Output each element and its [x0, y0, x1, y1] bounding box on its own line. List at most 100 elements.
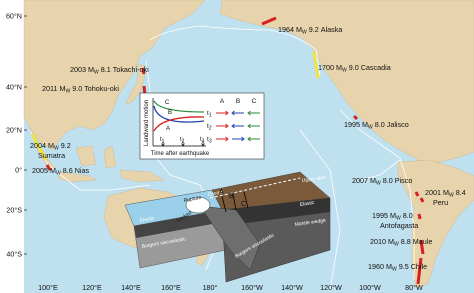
magnitude-symbol: M [48, 141, 54, 150]
earthquake-label: 1995 MW 8.0 Jalisco [344, 120, 409, 131]
motion-arrow [232, 136, 245, 142]
magnitude: 9.0 [349, 63, 359, 72]
magnitude-symbol: M [386, 262, 392, 271]
block-label: B [229, 193, 234, 200]
earthquake-name: Maule [413, 237, 433, 246]
motion-arrow [247, 110, 260, 116]
y-axis-label: Landward motion [144, 100, 150, 146]
earthquake-label: 2001 MW 8.4 [425, 188, 466, 199]
earthquake-name: Cascadia [361, 63, 391, 72]
time-label: t2 [180, 137, 185, 145]
latitude-labels: 60°N 40°N 20°N 0° 20°S 40°S [6, 12, 27, 259]
magnitude-symbol: M [50, 166, 56, 175]
latitude-label: 60°N [6, 12, 22, 21]
inset: Landward motion Time after earthquake C … [139, 92, 265, 160]
magnitude-subscript: W [394, 242, 399, 248]
row-label: t1 [207, 110, 212, 119]
rupture [352, 114, 359, 121]
year: 1995 [344, 120, 360, 129]
year: 1960 [368, 262, 384, 271]
magnitude-subscript: W [302, 30, 307, 36]
magnitude-subscript: W [376, 181, 381, 187]
time-symbol: t [207, 110, 209, 117]
magnitude: 9.2 [309, 25, 319, 34]
magnitude: 8.0 [383, 176, 393, 185]
time-subscript: 2 [209, 126, 212, 132]
slab [199, 205, 261, 271]
magnitude: 8.0 [375, 120, 385, 129]
earthquake-label: 2011 MW 9.0 Tohoku-oki [42, 84, 119, 95]
time-label: t3 [200, 137, 205, 145]
magnitude: 9.0 [72, 84, 82, 93]
time-arrow [201, 141, 205, 147]
rupture [261, 16, 277, 26]
row-label: t2 [207, 123, 212, 132]
year: 2010 [370, 237, 386, 246]
magnitude: 9.5 [399, 262, 409, 271]
upper-elastic [222, 198, 330, 226]
time-arrow [181, 141, 185, 147]
magnitude-symbol: M [388, 237, 394, 246]
longitude-label: 100°E [38, 283, 58, 292]
rupture [141, 67, 146, 75]
dashed-line [209, 177, 301, 199]
longitude-label: 120°W [320, 283, 342, 292]
magnitude-subscript: W [368, 125, 373, 131]
earthquake-label: 2003 MW 8.1 Tokachi-oki [70, 65, 149, 76]
block-label: A [219, 189, 224, 196]
time-symbol: t [207, 123, 209, 130]
block-label: Mantle wedge [294, 218, 326, 228]
magnitude: 9.2 [61, 141, 71, 150]
rupture [416, 257, 423, 285]
magnitude-symbol: M [88, 65, 94, 74]
longitude-label: 160°E [161, 283, 181, 292]
magnitude-symbol: M [362, 120, 368, 129]
year: 1995 [372, 211, 388, 220]
x-axis-label: Time after earthquake [151, 151, 210, 157]
time-symbol: t [160, 137, 162, 143]
latitude-label: 20°S [6, 206, 22, 215]
year: 2007 [352, 176, 368, 185]
longitude-label: 140°E [121, 283, 141, 292]
earthquake-label: 2004 MW 9.2 [30, 141, 71, 152]
latitude-label: 20°N [6, 126, 22, 135]
block-label: Rupture [183, 195, 202, 204]
earthquake-label: 2010 MW 8.8 Maule [370, 237, 432, 248]
earthquake-name: Pisco [395, 176, 413, 185]
magnitude-subscript: W [54, 146, 59, 152]
earthquake-name: Peru [433, 198, 448, 207]
rupture [417, 213, 422, 220]
year: 2011 [42, 84, 57, 93]
earthquake-name: Alaska [321, 25, 343, 34]
rupture [45, 164, 52, 171]
time-label: t1 [160, 137, 165, 145]
magnitude-subscript: W [342, 68, 347, 74]
block-label: Elastic [139, 215, 155, 224]
magnitude-subscript: W [56, 171, 61, 177]
rupture [312, 51, 320, 79]
curve-label: A [166, 126, 170, 132]
motion-arrow [216, 110, 229, 116]
curve [153, 100, 205, 113]
longitude-labels: 100°E 120°E 140°E 160°E 180° 160°W 140°W 120°W 1… [38, 283, 423, 292]
motion-arrow [231, 123, 244, 129]
time-subscript: 3 [209, 139, 212, 145]
block-diagram [124, 171, 331, 283]
longitude-label: 180° [203, 283, 218, 292]
rupture [414, 191, 420, 197]
magnitude-subscript: W [94, 70, 99, 76]
earthquake-name: Antofagasta [380, 221, 418, 230]
magnitude-symbol: M [296, 25, 302, 34]
block-label: C [241, 201, 246, 208]
earthquake-name: Sumatra [38, 151, 65, 160]
time-arrow [161, 141, 165, 147]
time-symbol: t [207, 136, 209, 143]
magnitude: 8.8 [401, 237, 411, 246]
longitude-label: 80°W [405, 283, 423, 292]
latitude-label: 40°N [6, 83, 22, 92]
rupture-marks [30, 16, 425, 285]
earthquake-name: Tohoku-oki [84, 84, 119, 93]
rupture [419, 197, 425, 203]
